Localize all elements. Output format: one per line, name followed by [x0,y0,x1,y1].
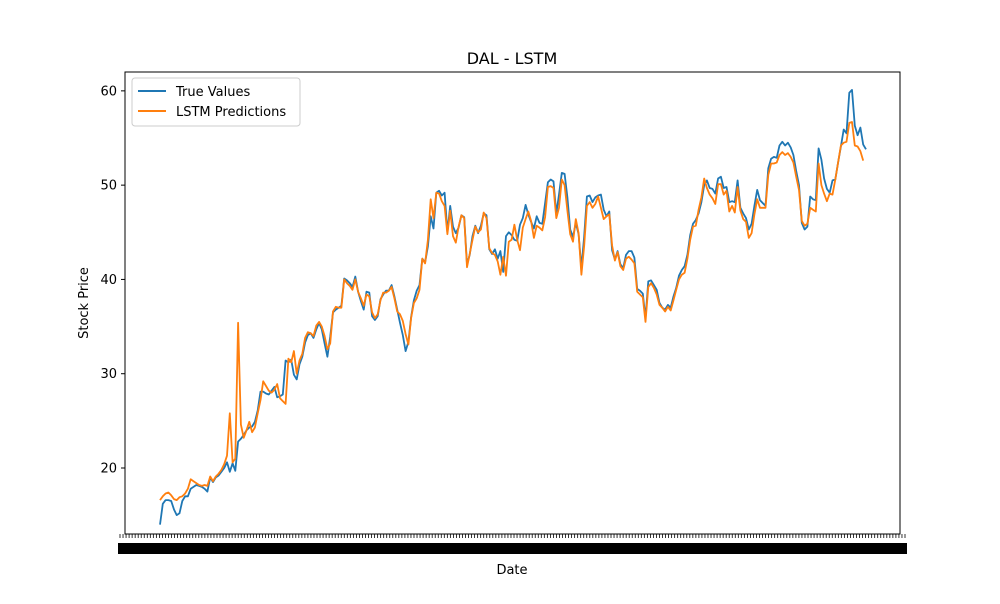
legend: True Values LSTM Predictions [131,77,301,127]
y-tick-label: 50 [100,179,117,194]
chart-title: DAL - LSTM [467,49,558,68]
series-line-true-values [159,89,867,525]
y-axis-label: Stock Price [77,267,92,339]
legend-label-true-values: True Values [175,85,250,100]
legend-box [131,77,301,127]
series-line-lstm-predictions [159,121,865,501]
y-tick-label: 30 [100,367,117,382]
axes-frame [124,71,901,535]
plot-area [159,89,867,525]
legend-label-lstm-predictions: LSTM Predictions [176,105,286,120]
x-axis-ticks [118,534,907,554]
y-tick-label: 20 [100,462,117,477]
x-tick-labels-overlapping [118,543,907,554]
x-axis-label: Date [496,563,527,578]
y-tick-label: 40 [100,273,117,288]
y-axis-ticks: 20 30 40 50 60 [100,84,125,477]
y-tick-label: 60 [100,84,117,99]
